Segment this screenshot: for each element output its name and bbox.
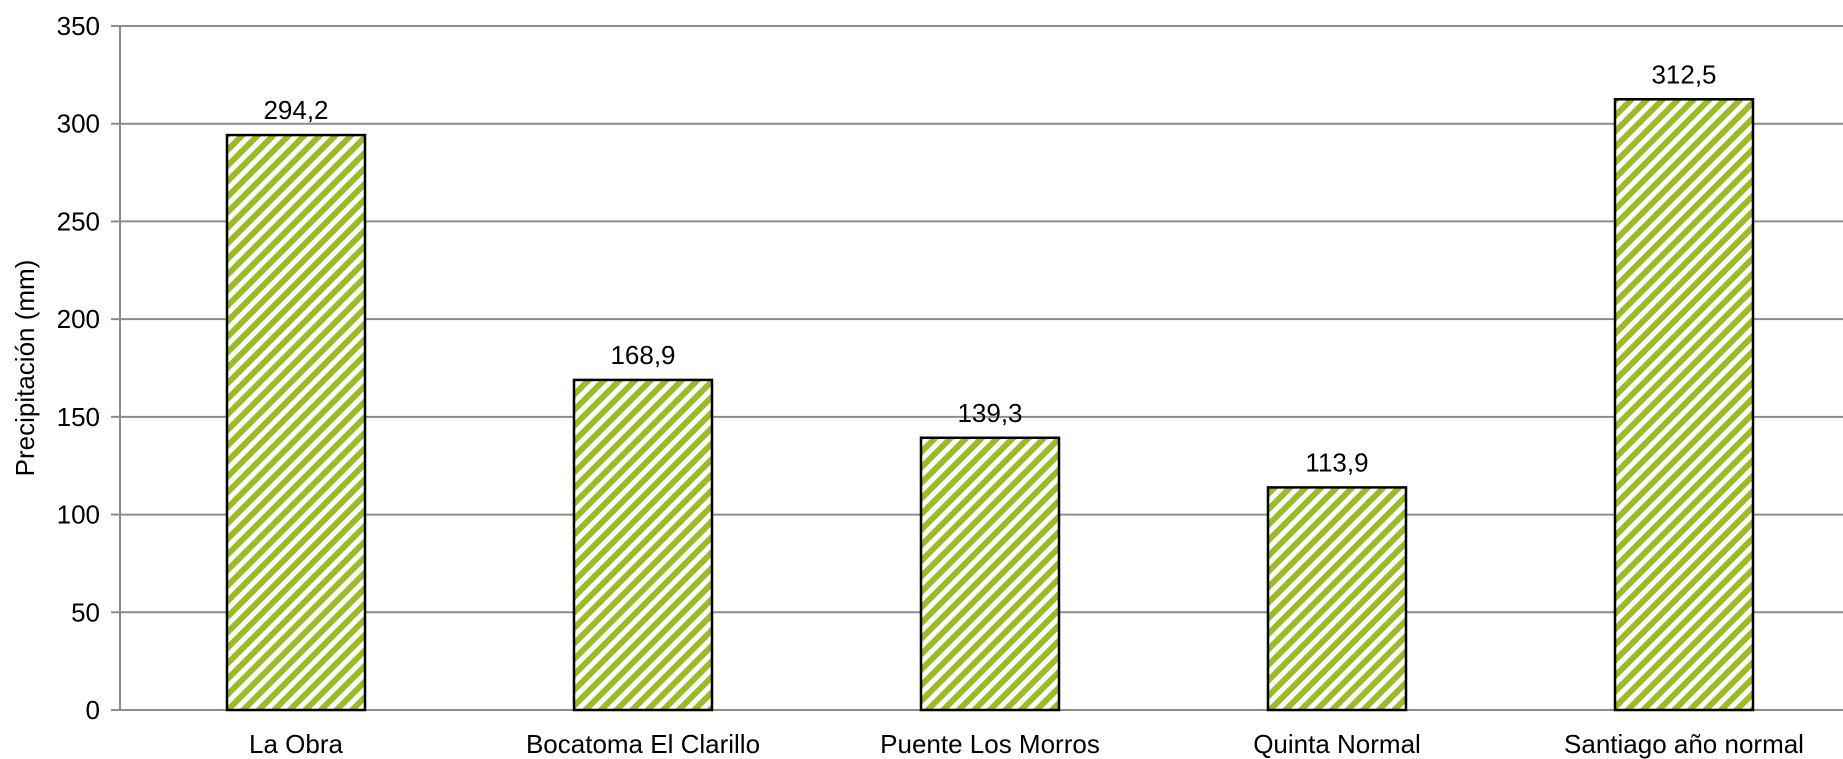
bar — [1613, 98, 1755, 712]
y-tick-label: 100 — [57, 500, 100, 530]
x-tick-label: Bocatoma El Clarillo — [526, 729, 760, 759]
data-label: 294,2 — [263, 95, 328, 125]
data-label: 139,3 — [957, 398, 1022, 428]
x-tick-label: Puente Los Morros — [880, 729, 1100, 759]
y-tick-label: 250 — [57, 206, 100, 236]
y-tick-label: 350 — [57, 11, 100, 41]
data-label: 312,5 — [1651, 59, 1716, 89]
data-label: 113,9 — [1305, 447, 1368, 477]
bars — [225, 98, 1755, 712]
bar — [919, 436, 1061, 712]
y-axis-title: Precipitación (mm) — [10, 260, 40, 477]
y-tick-label: 0 — [86, 695, 100, 725]
bar — [225, 133, 367, 712]
gridlines — [120, 25, 1843, 614]
x-tick-label: Quinta Normal — [1253, 729, 1421, 759]
data-label: 168,9 — [610, 340, 675, 370]
labels: 0 50 100 150 200 250 300 350 294,2 La Obra 168,9 Bo… — [57, 11, 1804, 759]
y-tick-label: 200 — [57, 304, 100, 334]
x-tick-label: Santiago año normal — [1564, 729, 1804, 759]
bar — [572, 378, 714, 712]
x-tick-label: La Obra — [249, 729, 343, 759]
bar — [1266, 486, 1408, 712]
y-tick-label: 50 — [71, 597, 100, 627]
y-tick-label: 300 — [57, 109, 100, 139]
y-tick-label: 150 — [57, 402, 100, 432]
